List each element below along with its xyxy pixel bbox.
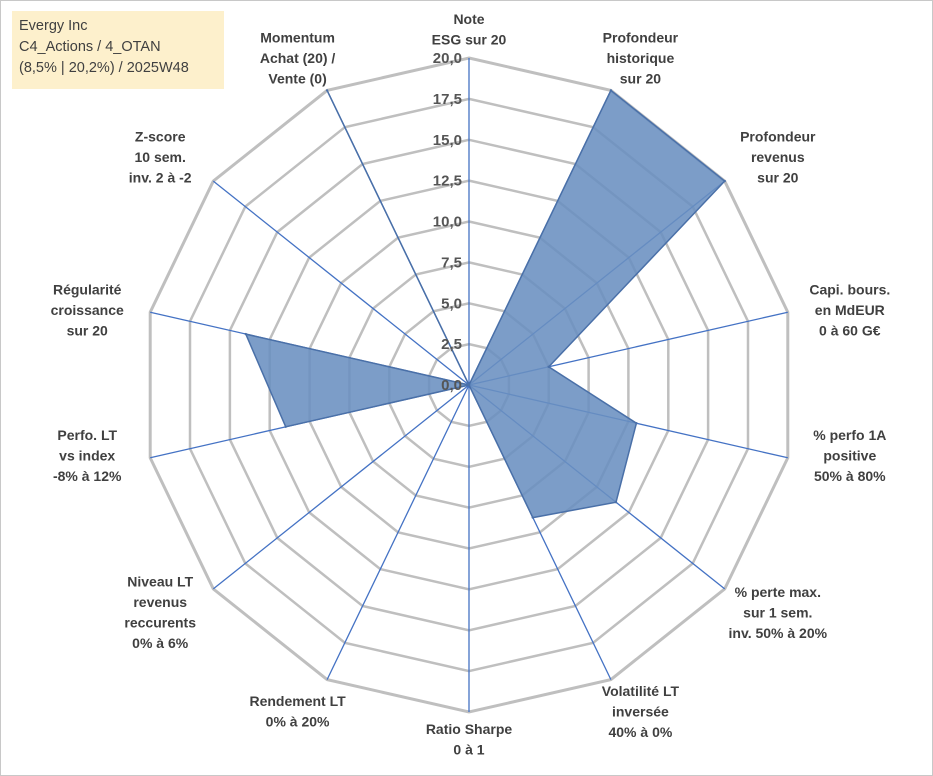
tick-label: 20,0 (433, 50, 462, 67)
tick-label: 2,5 (441, 336, 462, 353)
category-label: Ratio Sharpe 0 à 1 (426, 721, 513, 758)
tick-label: 7,5 (441, 254, 462, 271)
category-label: % perte max. sur 1 sem. inv. 50% à 20% (729, 584, 828, 641)
data-point (635, 422, 638, 425)
spoke-line (212, 180, 470, 386)
tick-label: 12,5 (433, 173, 462, 190)
tick-label: 0,0 (441, 377, 462, 394)
spoke-line (212, 384, 470, 590)
tick-layer: 0,0 2,5 5,0 7,5 10,0 12,5 15,0 17,5 20,0 (433, 50, 462, 394)
period-label: (8,5% | 20,2%) / 2025W48 (19, 60, 189, 76)
series-layer (244, 89, 726, 519)
tick-label: 5,0 (441, 295, 462, 312)
category-label: Momentum Achat (20) / Vente (0) (260, 30, 336, 87)
series-area (244, 89, 726, 519)
info-box: Evergy Inc C4_Actions / 4_OTAN (8,5% | 2… (12, 11, 224, 89)
category-label-layer: Note ESG sur 20 Profondeur historique sur 20… (51, 11, 891, 758)
data-point (609, 89, 613, 92)
tick-label: 15,0 (433, 132, 462, 149)
category-label: Profondeur revenus sur 20 (740, 129, 816, 186)
data-point (723, 179, 726, 183)
category-label: Niveau LT revenus reccurents 0% à 6% (124, 574, 196, 652)
category-label: Note ESG sur 20 (432, 11, 507, 48)
company-name: Evergy Inc (19, 18, 88, 34)
data-point (284, 425, 287, 428)
category-label: % perfo 1A positive 50% à 80% (813, 427, 886, 484)
category-label: Profondeur historique sur 20 (603, 30, 679, 87)
spoke-line (326, 384, 470, 680)
tick-label: 10,0 (433, 214, 462, 231)
category-label: Volatilité LT inversée 40% à 0% (602, 683, 680, 740)
category-label: Perfo. LT vs index -8% à 12% (53, 427, 122, 484)
tick-label: 17,5 (433, 91, 462, 108)
data-point (531, 516, 534, 519)
category-label: Régularité croissance sur 20 (51, 282, 124, 339)
data-point (547, 365, 550, 368)
category-label: C4_Actions / 4_OTAN (19, 39, 161, 55)
data-point (614, 501, 618, 504)
data-point (325, 89, 329, 92)
category-label: Z-score 10 sem. inv. 2 à -2 (129, 129, 192, 186)
data-point (467, 383, 471, 387)
category-label: Rendement LT 0% à 20% (249, 693, 346, 730)
category-label: Capi. bours. en MdEUR 0 à 60 G€ (809, 282, 890, 339)
data-point (244, 332, 247, 336)
